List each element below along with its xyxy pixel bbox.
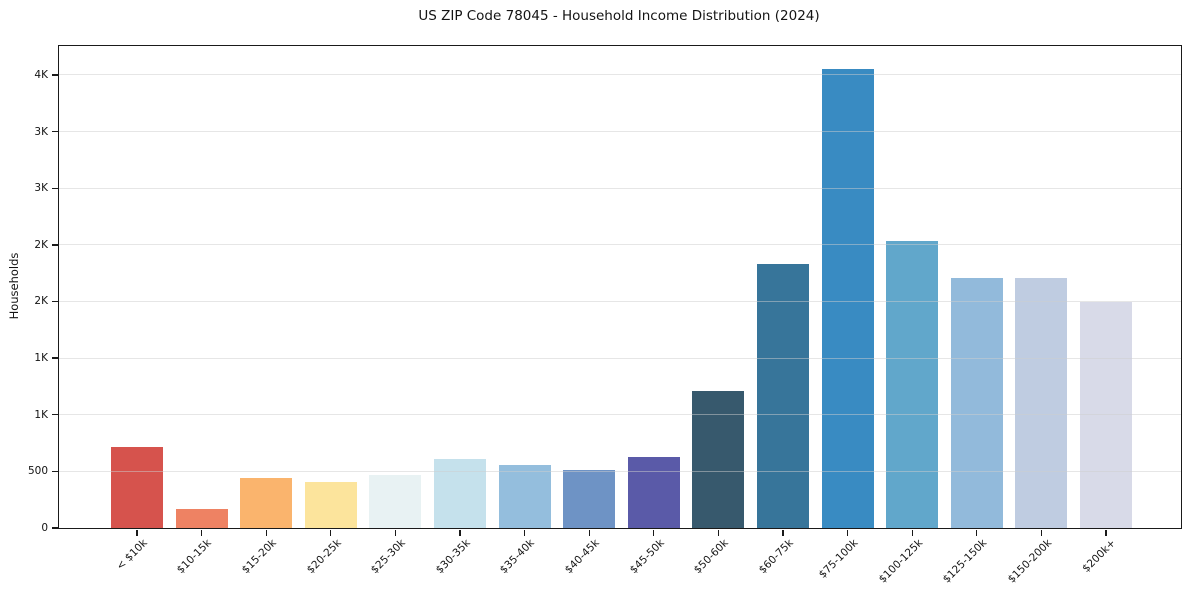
gridline <box>59 74 1181 76</box>
y-tick-label: 3K <box>34 125 48 138</box>
x-tick-label: $50-60k <box>691 537 731 577</box>
x-tick-label: $125-150k <box>940 537 990 586</box>
y-tick-label: 2K <box>34 295 48 308</box>
bar <box>111 447 163 528</box>
y-tick-mark <box>51 357 58 359</box>
plot-area: 0 500 1K 1K 2K 2K 3K 3K 4K < $10k $10-15k $15-20k $2… <box>28 45 1182 586</box>
y-tick-label: 3K <box>34 182 48 195</box>
x-tick-label: $100-125k <box>876 537 925 586</box>
bar <box>886 240 939 528</box>
x-tick-mark <box>976 529 978 536</box>
chart-title: US ZIP Code 78045 - Household Income Dis… <box>418 8 820 24</box>
gridline <box>59 187 1181 189</box>
bar <box>627 456 680 528</box>
gridline <box>59 244 1181 246</box>
x-tick-mark <box>330 529 332 536</box>
x-tick-label: $40-45k <box>562 537 602 577</box>
x-tick-label: $35-40k <box>498 537 538 577</box>
y-tick-mark <box>51 244 58 246</box>
gridline <box>59 131 1181 133</box>
bar <box>1015 277 1068 528</box>
x-tick-mark <box>136 529 138 536</box>
y-tick-label: 500 <box>27 465 48 478</box>
bar <box>434 458 486 528</box>
bar <box>304 481 357 528</box>
x-tick-label: $25-30k <box>368 537 408 577</box>
y-tick-mark <box>51 414 58 416</box>
bar <box>175 509 228 528</box>
y-tick-mark <box>51 527 58 529</box>
x-tick-label: $60-75k <box>756 537 796 577</box>
x-tick-label: $150-200k <box>1005 537 1054 586</box>
y-tick-mark <box>51 74 58 76</box>
x-tick-mark <box>459 529 461 536</box>
x-tick-mark <box>523 529 526 536</box>
x-tick-label: $45-50k <box>627 537 667 577</box>
bar <box>498 465 551 528</box>
gridline <box>59 357 1181 359</box>
bar <box>950 277 1003 528</box>
x-tick-mark <box>394 529 397 536</box>
bar <box>1080 302 1132 528</box>
x-tick-label: $200k+ <box>1080 537 1119 575</box>
gridline <box>59 414 1181 416</box>
x-tick-label: $30-35k <box>433 537 473 577</box>
x-tick-label: < $10k <box>113 537 150 573</box>
x-tick-label: $15-20k <box>239 537 279 577</box>
x-tick-label: $20-25k <box>304 537 344 577</box>
bar <box>240 477 293 528</box>
x-tick-mark <box>200 529 203 536</box>
x-tick-mark <box>782 529 784 536</box>
gridline <box>59 300 1181 302</box>
y-tick-label: 4K <box>34 68 48 81</box>
y-tick-label: 0 <box>41 522 48 534</box>
bar <box>821 68 874 528</box>
x-tick-label: $10-15k <box>175 537 215 577</box>
y-tick-mark <box>51 470 58 473</box>
y-tick-mark <box>51 187 58 189</box>
y-tick-mark <box>51 300 58 303</box>
x-tick-label: $75-100k <box>816 537 861 581</box>
bar <box>692 390 745 528</box>
x-tick-mark <box>846 529 849 536</box>
bar <box>757 263 809 528</box>
x-tick-mark <box>717 529 720 536</box>
x-tick-mark <box>588 529 590 536</box>
x-tick-mark <box>653 529 655 536</box>
x-tick-mark <box>1105 529 1107 536</box>
x-tick-mark <box>911 529 913 536</box>
y-axis-label: Households <box>7 252 21 320</box>
x-tick-mark <box>1040 529 1043 536</box>
bar <box>563 470 616 528</box>
y-tick-label: 1K <box>34 352 48 365</box>
y-tick-mark <box>51 130 58 133</box>
y-tick-label: 2K <box>34 238 48 251</box>
gridline <box>59 470 1181 472</box>
bar <box>369 474 422 528</box>
y-tick-label: 1K <box>34 408 48 421</box>
x-tick-mark <box>265 529 267 536</box>
